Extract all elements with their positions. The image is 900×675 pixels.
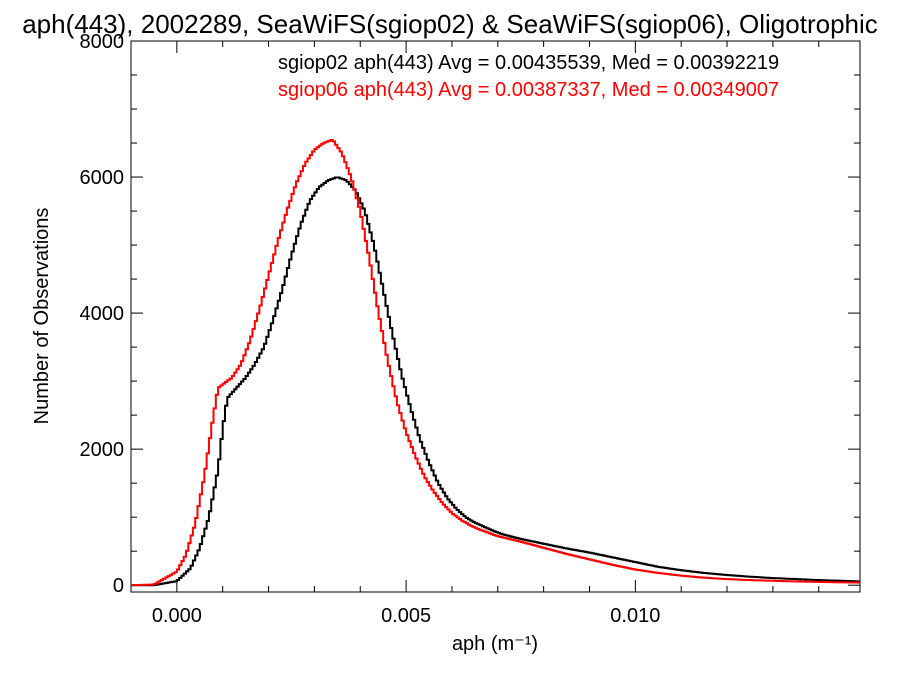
plot-area: 0.000 0.005 0.010 0 2000 4000 6000 8000 [80,31,861,627]
y-tick-label: 2000 [80,439,125,461]
legend-entry-sgiop06: sgiop06 aph(443) Avg = 0.00387337, Med =… [278,79,779,101]
x-tick-label: 0.000 [152,605,202,627]
axis-ticks: 0.000 0.005 0.010 0 2000 4000 6000 8000 [80,31,860,627]
x-tick-label: 0.005 [381,605,431,627]
series-line-sgiop06 [131,139,860,587]
y-tick-label: 4000 [80,303,125,325]
legend-entry-sgiop02: sgiop02 aph(443) Avg = 0.00435539, Med =… [278,52,779,74]
y-tick-label: 6000 [80,167,125,189]
y-axis-label: Number of Observations [31,208,53,425]
data-series [131,139,860,587]
series-line-sgiop02 [131,176,860,587]
chart-title: aph(443), 2002289, SeaWiFS(sgiop02) & Se… [22,9,878,39]
x-tick-label: 0.010 [610,605,660,627]
y-tick-label: 8000 [80,31,125,53]
legend: sgiop02 aph(443) Avg = 0.00435539, Med =… [278,52,779,101]
x-axis-label: aph (m⁻¹) [452,633,538,655]
plot-frame [130,40,861,593]
y-tick-label: 0 [113,575,124,597]
